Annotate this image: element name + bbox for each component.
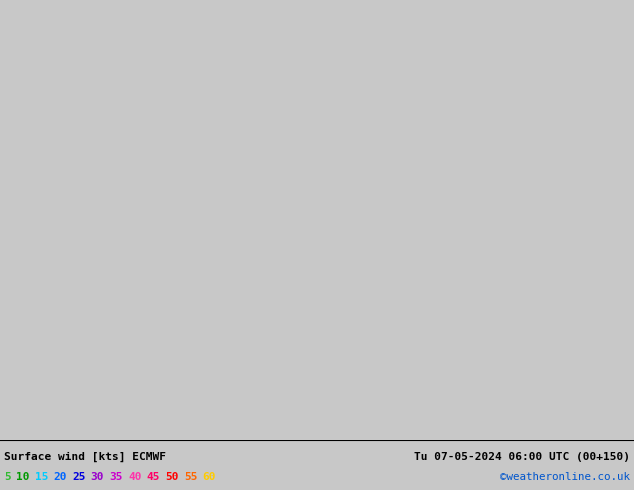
Text: 20: 20	[54, 472, 67, 482]
Text: Surface wind [kts] ECMWF: Surface wind [kts] ECMWF	[4, 452, 166, 462]
Text: 60: 60	[202, 472, 216, 482]
Text: 10: 10	[16, 472, 30, 482]
Text: ©weatheronline.co.uk: ©weatheronline.co.uk	[500, 472, 630, 482]
Text: 45: 45	[146, 472, 160, 482]
Text: 5: 5	[4, 472, 11, 482]
Text: 40: 40	[128, 472, 141, 482]
Text: 15: 15	[35, 472, 48, 482]
Text: 35: 35	[110, 472, 123, 482]
Text: 30: 30	[91, 472, 105, 482]
Text: 55: 55	[184, 472, 197, 482]
Text: Tu 07-05-2024 06:00 UTC (00+150): Tu 07-05-2024 06:00 UTC (00+150)	[414, 452, 630, 462]
Text: 25: 25	[72, 472, 86, 482]
Text: 50: 50	[165, 472, 179, 482]
